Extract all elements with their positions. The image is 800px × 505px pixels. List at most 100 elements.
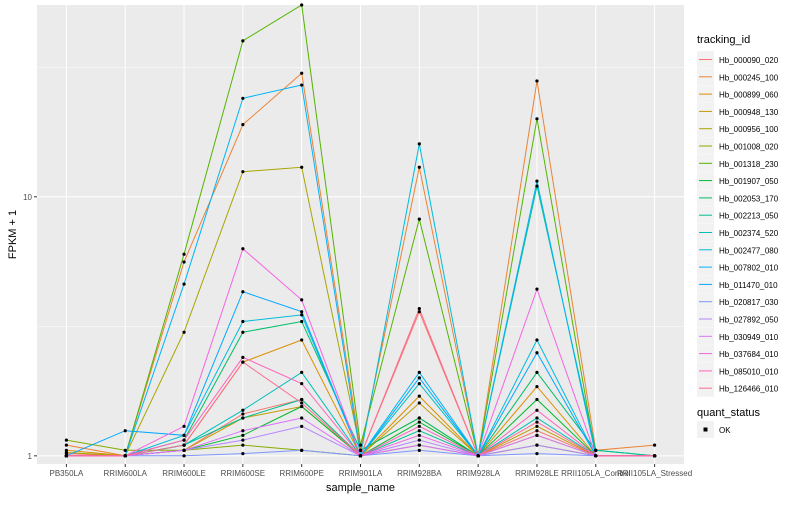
- data-point: [652, 443, 657, 447]
- data-point: [417, 217, 421, 221]
- x-tick-label: RRIM600PE: [279, 469, 323, 478]
- x-tick-label: RRIM600SE: [221, 469, 265, 478]
- data-point: [241, 452, 245, 456]
- data-point: [535, 351, 539, 355]
- legend-label: Hb_027892_050: [719, 316, 779, 325]
- data-point: [417, 424, 421, 428]
- data-point: [241, 443, 245, 447]
- data-point: [417, 394, 421, 398]
- data-point: [241, 170, 245, 174]
- data-point: [182, 443, 186, 447]
- data-point: [417, 401, 421, 405]
- data-point: [241, 122, 245, 127]
- data-point: [241, 429, 245, 433]
- data-point: [417, 438, 421, 442]
- legend-label: Hb_002053_170: [719, 194, 779, 203]
- data-point: [417, 429, 421, 433]
- data-point: [535, 179, 539, 183]
- data-point: [300, 310, 304, 314]
- x-tick-label: RRII105LA_Control: [561, 469, 631, 478]
- data-point: [182, 454, 186, 458]
- shape-legend-title: quant_status: [697, 407, 760, 419]
- data-point: [535, 408, 539, 412]
- data-point: [241, 290, 245, 294]
- legend-label: Hb_085010_010: [719, 367, 779, 376]
- data-point: [300, 319, 304, 324]
- data-point: [535, 117, 539, 121]
- data-point: [535, 424, 539, 428]
- legend-label: Hb_000956_100: [719, 125, 779, 134]
- legend-label: Hb_002374_520: [719, 229, 779, 238]
- legend-label: Hb_002477_080: [719, 246, 779, 255]
- data-point: [241, 438, 245, 442]
- data-point: [182, 438, 186, 442]
- data-point: [652, 454, 657, 458]
- data-point: [64, 438, 69, 442]
- data-point: [182, 424, 186, 428]
- x-tick-label: RRIM928LA: [456, 469, 500, 478]
- y-tick-label: 10: [23, 193, 32, 202]
- data-point: [300, 338, 304, 342]
- legend-label: Hb_000090_020: [719, 56, 779, 65]
- y-tick-label: 1: [28, 452, 33, 461]
- data-point: [300, 370, 304, 374]
- data-point: [417, 416, 421, 420]
- x-tick-label: RRIM901LA: [339, 469, 383, 478]
- data-point: [241, 39, 245, 43]
- data-point: [535, 184, 539, 188]
- data-point: [417, 448, 421, 452]
- data-point: [241, 408, 245, 412]
- legend-label: Hb_011470_010: [719, 281, 778, 290]
- data-point: [182, 282, 186, 286]
- data-point: [241, 360, 245, 364]
- data-point: [64, 443, 69, 447]
- data-point: [300, 83, 304, 87]
- data-point: [300, 298, 304, 302]
- data-point: [358, 448, 363, 452]
- legend-label: Hb_001907_050: [719, 177, 779, 186]
- data-point: [417, 307, 421, 311]
- data-point: [358, 443, 363, 447]
- data-point: [300, 404, 304, 409]
- data-point: [535, 452, 539, 456]
- legend-label: Hb_001318_230: [719, 160, 779, 169]
- x-tick-label: RRIM928LE: [515, 469, 559, 478]
- data-point: [535, 416, 539, 420]
- legend-label: Hb_037684_010: [719, 350, 779, 359]
- data-point: [417, 165, 421, 169]
- data-point: [300, 165, 304, 169]
- legend-title: tracking_id: [697, 34, 750, 46]
- data-point: [300, 397, 304, 402]
- data-point: [300, 382, 304, 386]
- data-point: [417, 382, 421, 386]
- data-point: [535, 420, 539, 424]
- data-point: [300, 71, 304, 75]
- legend-label: Hb_030949_010: [719, 333, 779, 342]
- data-point: [64, 450, 69, 455]
- data-point: [300, 424, 304, 428]
- data-point: [535, 429, 539, 433]
- data-point: [535, 287, 539, 291]
- legend-label: Hb_126466_010: [719, 385, 779, 394]
- data-point: [182, 330, 186, 334]
- data-point: [417, 370, 421, 374]
- data-point: [241, 355, 245, 359]
- data-point: [417, 310, 421, 314]
- data-point: [300, 3, 304, 7]
- data-point: [300, 416, 304, 420]
- data-point: [123, 454, 127, 458]
- data-point: [535, 443, 539, 447]
- data-point: [182, 260, 186, 264]
- data-point: [417, 443, 421, 447]
- data-point: [300, 313, 304, 317]
- data-point: [535, 370, 539, 374]
- x-tick-label: PB350LA: [50, 469, 84, 478]
- data-point: [476, 454, 480, 458]
- data-point: [241, 330, 245, 334]
- data-point: [241, 416, 245, 420]
- data-point: [535, 433, 539, 437]
- legend-label: Hb_000899_060: [719, 91, 779, 100]
- data-point: [417, 376, 421, 380]
